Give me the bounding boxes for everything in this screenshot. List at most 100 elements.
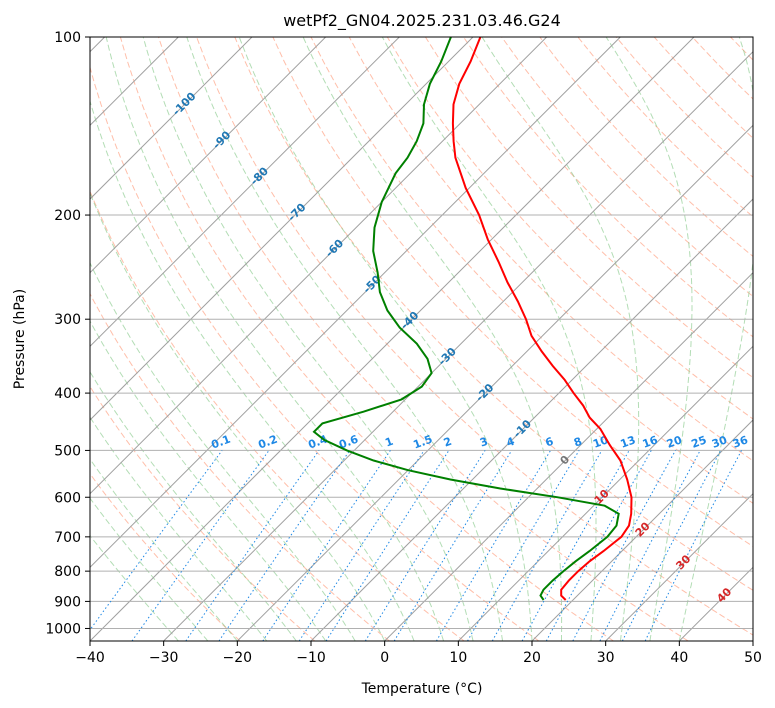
mixing-ratio-label: 0.4 xyxy=(306,433,329,452)
isotherm-line xyxy=(90,37,548,495)
moist-adiabat-line xyxy=(90,416,268,641)
x-tick-label: −20 xyxy=(223,650,253,666)
mixing-ratio-line xyxy=(185,450,320,641)
mixing-ratio-line xyxy=(644,450,742,641)
moist-adiabat-line xyxy=(90,191,386,641)
isotherm-line xyxy=(90,37,474,421)
dry-adiabat-line xyxy=(90,292,390,641)
dry-adiabat-line xyxy=(158,37,689,641)
moist-adiabat-line xyxy=(142,37,474,641)
moist-adiabat-line xyxy=(90,497,209,641)
y-tick-label: 200 xyxy=(54,208,81,224)
isotherm-line xyxy=(310,198,753,641)
dry-adiabat-line xyxy=(90,190,465,641)
x-tick-label: −30 xyxy=(149,650,179,666)
dry-adiabat-line xyxy=(501,37,753,298)
mixing-ratio-line xyxy=(572,450,676,641)
mixing-ratio-label: 25 xyxy=(690,433,709,450)
mixing-ratio-label: 0.1 xyxy=(210,433,233,452)
mixing-ratio-label: 1.5 xyxy=(412,433,435,452)
isotherm-line xyxy=(457,345,753,641)
x-tick-label: 30 xyxy=(597,650,615,666)
isotherm-line xyxy=(163,50,753,641)
mixing-ratio-label: 8 xyxy=(572,435,584,450)
moist-adiabat-line xyxy=(90,370,297,641)
sounding-traces xyxy=(312,37,633,601)
x-tick-label: 20 xyxy=(523,650,541,666)
isotherm-line xyxy=(90,37,253,200)
mixing-ratio-line xyxy=(393,450,513,641)
dry-adiabat-line xyxy=(90,472,241,641)
moist-adiabat-line xyxy=(238,37,533,641)
background-lines xyxy=(90,37,775,641)
dry-adiabat-line xyxy=(90,385,316,641)
mixing-ratio-label: 30 xyxy=(710,433,729,451)
x-tick-label: −10 xyxy=(296,650,326,666)
dry-adiabat-line xyxy=(348,37,753,462)
mixing-ratio-label: 0.2 xyxy=(256,433,279,452)
x-axis-title: Temperature (°C) xyxy=(361,681,483,697)
y-tick-label: 700 xyxy=(54,530,81,546)
x-tick-label: −40 xyxy=(75,650,105,666)
dry-adiabat-line xyxy=(272,37,753,547)
mixing-ratio-line xyxy=(298,450,425,641)
isotherm-line xyxy=(236,124,753,641)
dry-adiabat-line xyxy=(119,37,614,641)
y-tick-label: 100 xyxy=(54,30,81,46)
mixing-ratio-label: 20 xyxy=(665,433,684,451)
mixing-ratio-line xyxy=(262,450,391,641)
moist-adiabat-line xyxy=(605,37,693,641)
mixing-ratio-label: 0.6 xyxy=(337,433,360,452)
moist-adiabat-line xyxy=(302,37,563,641)
dry-adiabat-line xyxy=(769,37,775,641)
y-tick-label: 300 xyxy=(54,312,81,328)
x-tick-label: 40 xyxy=(670,650,688,666)
mixing-ratio-line xyxy=(90,450,223,631)
y-axis: 100 200 300 400 500 600 700 800 900 1000 xyxy=(45,30,90,637)
y-axis-title: Pressure (hPa) xyxy=(12,289,28,389)
mixing-ratio-label: 13 xyxy=(619,433,638,450)
moist-adiabat-line xyxy=(481,37,640,641)
y-tick-label: 1000 xyxy=(45,621,81,637)
plot-frame xyxy=(89,36,754,642)
isotherm-line xyxy=(384,271,753,641)
dewpoint-trace xyxy=(312,37,620,601)
y-tick-label: 900 xyxy=(54,594,81,610)
isotherm-line xyxy=(531,419,753,641)
y-tick-label: 600 xyxy=(54,490,81,506)
mixing-ratio-line xyxy=(521,450,630,641)
mixing-ratio-line xyxy=(325,450,450,641)
mixing-ratio-label: 16 xyxy=(641,433,660,451)
plot-background xyxy=(90,37,753,641)
moist-adiabat-line xyxy=(381,37,597,641)
mixing-ratio-label: 4 xyxy=(505,435,517,450)
y-tick-label: 400 xyxy=(54,386,81,402)
isotherm-line xyxy=(90,37,695,641)
dry-adiabat-line xyxy=(90,65,540,641)
dry-adiabat-line xyxy=(310,37,753,504)
isotherm-line xyxy=(752,640,753,641)
y-tick-label: 500 xyxy=(54,443,81,459)
x-tick-label: 0 xyxy=(380,650,389,666)
isotherm-line xyxy=(605,492,753,641)
temperature-trace xyxy=(451,37,633,601)
dry-adiabat-line xyxy=(463,37,753,338)
isotherm-line xyxy=(90,37,400,348)
x-tick-label: 50 xyxy=(744,650,762,666)
mixing-ratio-label: 6 xyxy=(544,435,556,450)
moist-adiabat-line xyxy=(678,37,753,641)
mixing-ratio-label: 1 xyxy=(383,435,395,450)
isotherm-line xyxy=(90,37,621,569)
moist-adiabat-line xyxy=(90,534,179,641)
chart-title: wetPf2_GN04.2025.231.03.46.G24 xyxy=(283,11,561,31)
moist-adiabat-line xyxy=(90,458,238,641)
mixing-ratio-line xyxy=(621,450,722,641)
mixing-ratio-label: 2 xyxy=(442,435,454,450)
moist-adiabat-line xyxy=(105,37,445,641)
x-axis: −40 −30 −20 −10 0 10 20 30 40 50 xyxy=(75,641,762,666)
isotherm-line xyxy=(90,37,327,274)
dry-adiabat-line xyxy=(386,37,753,420)
mixing-ratio-label: 36 xyxy=(731,433,750,451)
x-tick-label: 10 xyxy=(449,650,467,666)
